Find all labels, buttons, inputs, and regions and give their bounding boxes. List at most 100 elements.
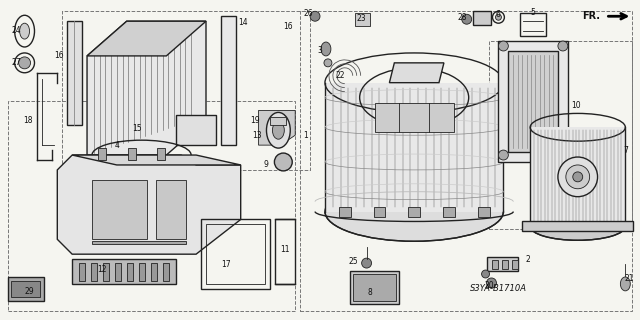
- Bar: [127, 263, 133, 281]
- Polygon shape: [508, 51, 558, 152]
- Ellipse shape: [558, 157, 598, 197]
- Polygon shape: [92, 180, 147, 239]
- Polygon shape: [349, 271, 399, 304]
- Polygon shape: [221, 16, 236, 145]
- Bar: [163, 263, 170, 281]
- Text: 21: 21: [625, 275, 634, 284]
- Ellipse shape: [324, 59, 332, 67]
- Polygon shape: [128, 148, 136, 160]
- Ellipse shape: [486, 278, 497, 288]
- Ellipse shape: [499, 41, 508, 51]
- Text: 28: 28: [457, 13, 467, 22]
- Ellipse shape: [461, 14, 472, 24]
- Polygon shape: [389, 63, 444, 83]
- Text: 12: 12: [97, 265, 107, 274]
- Ellipse shape: [495, 14, 501, 20]
- Text: 23: 23: [357, 14, 367, 23]
- Text: 20: 20: [484, 281, 494, 290]
- Bar: [91, 263, 97, 281]
- Polygon shape: [522, 221, 633, 231]
- Polygon shape: [92, 241, 186, 244]
- Ellipse shape: [558, 150, 568, 160]
- Polygon shape: [374, 102, 454, 132]
- Polygon shape: [499, 41, 568, 162]
- Polygon shape: [477, 207, 490, 217]
- Text: 11: 11: [280, 245, 290, 254]
- Text: 3: 3: [317, 46, 323, 55]
- Bar: [493, 260, 499, 269]
- Bar: [512, 260, 518, 269]
- Polygon shape: [8, 277, 44, 301]
- Ellipse shape: [321, 42, 331, 56]
- Polygon shape: [355, 13, 369, 26]
- Text: 24: 24: [12, 26, 22, 35]
- Text: 13: 13: [252, 131, 261, 140]
- Text: 6: 6: [495, 10, 500, 19]
- Text: 16: 16: [54, 52, 64, 60]
- Ellipse shape: [481, 270, 490, 278]
- Text: 1: 1: [303, 131, 307, 140]
- Polygon shape: [486, 257, 518, 271]
- Text: 29: 29: [25, 287, 35, 296]
- Polygon shape: [72, 155, 241, 165]
- Polygon shape: [87, 21, 206, 155]
- Bar: [103, 263, 109, 281]
- Ellipse shape: [266, 112, 291, 148]
- Text: FR.: FR.: [582, 11, 600, 21]
- Text: 18: 18: [23, 116, 32, 125]
- Bar: [140, 263, 145, 281]
- Ellipse shape: [20, 23, 29, 39]
- Text: 16: 16: [284, 22, 293, 31]
- Text: 2: 2: [526, 255, 531, 264]
- Bar: [502, 260, 508, 269]
- Text: 4: 4: [115, 140, 119, 150]
- Polygon shape: [87, 21, 206, 56]
- Polygon shape: [374, 207, 385, 217]
- Text: 10: 10: [571, 101, 580, 110]
- Polygon shape: [72, 259, 176, 284]
- Text: S3YA-B1710A: S3YA-B1710A: [470, 284, 527, 293]
- Polygon shape: [176, 116, 216, 145]
- Polygon shape: [325, 83, 504, 212]
- Text: 14: 14: [238, 18, 248, 27]
- Bar: [115, 263, 121, 281]
- Ellipse shape: [273, 121, 284, 139]
- Polygon shape: [530, 127, 625, 227]
- Polygon shape: [259, 110, 295, 145]
- Bar: [271, 117, 286, 125]
- Text: 19: 19: [250, 116, 259, 125]
- Text: 26: 26: [303, 9, 313, 18]
- Polygon shape: [156, 180, 186, 239]
- Ellipse shape: [310, 11, 320, 21]
- Ellipse shape: [558, 41, 568, 51]
- Bar: [151, 263, 157, 281]
- Polygon shape: [98, 148, 106, 160]
- Polygon shape: [58, 155, 241, 254]
- Ellipse shape: [530, 212, 625, 240]
- Text: 9: 9: [263, 160, 268, 170]
- Text: 5: 5: [531, 8, 536, 17]
- Text: 17: 17: [221, 260, 230, 268]
- Ellipse shape: [19, 57, 31, 69]
- Ellipse shape: [362, 258, 372, 268]
- Text: 25: 25: [349, 257, 358, 266]
- Ellipse shape: [275, 153, 292, 171]
- Polygon shape: [353, 274, 396, 301]
- Ellipse shape: [620, 277, 630, 291]
- Bar: [11, 281, 40, 297]
- Ellipse shape: [499, 150, 508, 160]
- Text: 22: 22: [335, 71, 344, 80]
- Ellipse shape: [325, 182, 504, 241]
- Polygon shape: [443, 207, 455, 217]
- Ellipse shape: [566, 165, 589, 189]
- Text: 7: 7: [623, 146, 628, 155]
- Text: 15: 15: [132, 124, 141, 133]
- Ellipse shape: [573, 172, 582, 182]
- Polygon shape: [339, 207, 351, 217]
- Bar: [79, 263, 85, 281]
- Text: 8: 8: [367, 288, 372, 297]
- Polygon shape: [408, 207, 420, 217]
- Text: 27: 27: [12, 58, 22, 67]
- Polygon shape: [473, 11, 490, 25]
- Polygon shape: [67, 21, 82, 125]
